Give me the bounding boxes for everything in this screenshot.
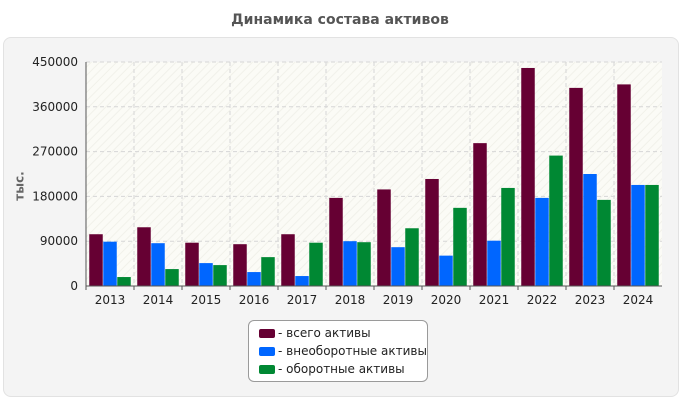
bar-1-2020 [425,178,439,286]
bar-3-2019 [405,228,419,286]
y-axis-label-box: тыс. [6,171,34,201]
bar-3-2021 [501,187,515,286]
x-tick-label: 2016 [239,293,270,307]
legend-label: - внеоборотные активы [278,344,427,358]
bar-3-2013 [117,277,131,286]
y-tick-label: 0 [70,279,78,293]
y-axis-label: тыс. [13,171,28,201]
x-tick-label: 2014 [143,293,174,307]
bar-2-2015 [199,263,213,286]
x-tick-label: 2019 [383,293,414,307]
x-tick-label: 2021 [479,293,510,307]
x-tick-label: 2015 [191,293,222,307]
bar-1-2013 [89,234,103,286]
y-tick-label: 90000 [40,234,78,248]
x-tick-label: 2013 [95,293,126,307]
bar-1-2014 [137,227,151,286]
legend-swatch [259,346,275,356]
bar-2-2020 [439,255,453,286]
legend-label: - оборотные активы [278,362,405,376]
legend: - всего активы - внеоборотные активы - обо… [248,320,428,382]
bar-2-2013 [103,241,117,286]
bar-2-2016 [247,272,261,286]
x-tick-label: 2020 [431,293,462,307]
bar-2-2024 [631,184,645,286]
legend-item-1: - всего активы [259,324,427,342]
x-tick-label: 2022 [527,293,558,307]
bar-1-2023 [569,87,583,286]
bar-2-2021 [487,240,501,286]
legend-label: - всего активы [278,326,371,340]
x-tick-label: 2017 [287,293,318,307]
legend-item-3: - оборотные активы [259,360,427,378]
x-tick-label: 2018 [335,293,366,307]
x-tick-label: 2024 [623,293,654,307]
bar-2-2023 [583,174,597,286]
bar-3-2016 [261,257,275,286]
legend-swatch [259,364,275,374]
y-tick-label: 270000 [32,145,78,159]
bar-1-2024 [617,84,631,287]
bar-2-2019 [391,247,405,286]
bar-2-2017 [295,276,309,286]
bar-3-2022 [549,155,563,286]
bar-1-2017 [281,234,295,286]
bar-3-2023 [597,199,611,286]
bar-1-2019 [377,189,391,286]
bar-3-2024 [645,184,659,286]
bar-2-2018 [343,241,357,286]
bar-3-2017 [309,242,323,286]
bar-1-2018 [329,197,343,286]
chart-title: Динамика состава активов [231,12,449,28]
legend-item-2: - внеоборотные активы [259,342,427,360]
y-tick-label: 180000 [32,189,78,203]
bar-1-2015 [185,242,199,286]
bar-3-2018 [357,242,371,286]
bar-3-2014 [165,269,179,286]
bar-3-2020 [453,207,467,286]
bar-1-2022 [521,67,535,287]
y-tick-label: 360000 [32,100,78,114]
legend-swatch [259,328,275,338]
bar-1-2021 [473,143,487,286]
bar-3-2015 [213,265,227,286]
bar-2-2014 [151,243,165,286]
bar-2-2022 [535,197,549,286]
bar-1-2016 [233,244,247,286]
x-tick-label: 2023 [575,293,606,307]
y-tick-label: 450000 [32,55,78,69]
